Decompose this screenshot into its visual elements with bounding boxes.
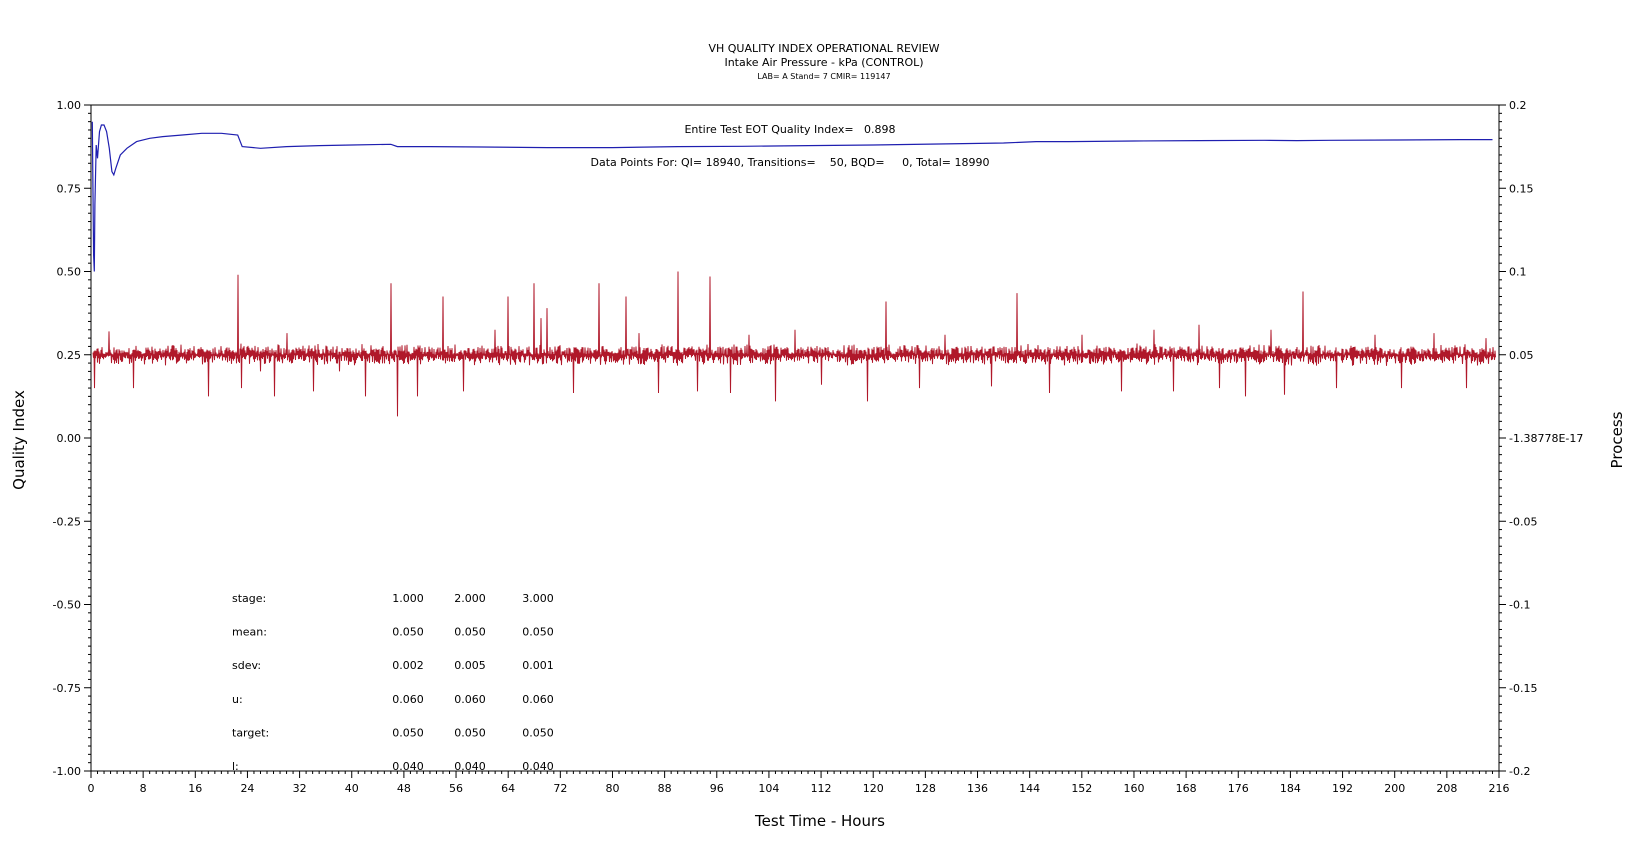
x-tick-label: 176 <box>1228 782 1249 795</box>
x-tick-label: 208 <box>1436 782 1457 795</box>
y-axis-left-label: Quality Index <box>10 390 28 490</box>
y-left-tick-label: -0.25 <box>53 515 81 528</box>
stats-value: 0.060 <box>522 693 554 706</box>
y-right-tick-label: 0.15 <box>1509 182 1534 195</box>
stats-label: sdev: <box>232 659 261 672</box>
y-left-tick-label: -0.50 <box>53 599 81 612</box>
x-tick-label: 200 <box>1384 782 1405 795</box>
x-tick-label: 160 <box>1123 782 1144 795</box>
x-tick-label: 80 <box>605 782 619 795</box>
stats-value: 0.050 <box>454 626 486 639</box>
x-tick-label: 16 <box>188 782 202 795</box>
stats-table: stage: 1.000 2.000 3.000 mean: 0.050 0.050 0.05… <box>232 592 554 773</box>
y-right-tick-label: 0.1 <box>1509 266 1527 279</box>
x-tick-label: 88 <box>658 782 672 795</box>
stats-label: u: <box>232 693 243 706</box>
x-tick-label: 168 <box>1176 782 1197 795</box>
x-tick-label: 112 <box>811 782 832 795</box>
y-right-tick-label: 0.05 <box>1509 349 1534 362</box>
x-axis: 0 8 16 24 32 40 48 56 64 72 80 88 96 104 112 120 128 136 1… <box>88 771 1510 795</box>
x-tick-label: 184 <box>1280 782 1301 795</box>
stats-value: 0.002 <box>392 659 424 672</box>
stats-label: stage: <box>232 592 266 605</box>
y-left-tick-label: -1.00 <box>53 765 81 778</box>
y-right-tick-label: -0.15 <box>1509 682 1537 695</box>
x-tick-label: 56 <box>449 782 463 795</box>
y-axis-right: 0.2 0.15 0.1 0.05 -1.38778E-17 -0.05 -0.1 -0.15… <box>1499 99 1583 778</box>
stats-value: 0.040 <box>522 760 554 773</box>
stats-value: 0.050 <box>522 626 554 639</box>
x-axis-label: Test Time - Hours <box>754 812 885 830</box>
y-left-tick-label: 1.00 <box>57 99 82 112</box>
y-right-tick-label: -0.05 <box>1509 515 1537 528</box>
stats-value: 0.005 <box>454 659 486 672</box>
x-tick-label: 216 <box>1489 782 1510 795</box>
series-quality-index-line <box>91 121 1493 272</box>
series-process-line <box>92 271 1496 417</box>
y-left-tick-label: 0.50 <box>57 266 82 279</box>
y-axis-left: 1.00 0.75 0.50 0.25 0.00 -0.25 -0.50 -0.75 -1.00 <box>53 99 91 778</box>
chart-subtitle: Intake Air Pressure - kPa (CONTROL) <box>724 56 923 69</box>
x-tick-label: 64 <box>501 782 515 795</box>
stats-value: 0.050 <box>454 726 486 739</box>
x-tick-label: 192 <box>1332 782 1353 795</box>
stats-value: 0.040 <box>454 760 486 773</box>
x-tick-label: 96 <box>710 782 724 795</box>
y-left-tick-label: 0.75 <box>57 182 82 195</box>
stats-value: 2.000 <box>454 592 486 605</box>
stats-value: 0.050 <box>522 726 554 739</box>
y-right-tick-label: -1.38778E-17 <box>1509 432 1583 445</box>
x-tick-label: 0 <box>88 782 95 795</box>
chart-subtitle-2: LAB= A Stand= 7 CMIR= 119147 <box>757 72 890 81</box>
y-right-tick-label: -0.2 <box>1509 765 1530 778</box>
x-tick-label: 8 <box>140 782 147 795</box>
annotation-data-points: Data Points For: QI= 18940, Transitions=… <box>591 156 990 169</box>
x-tick-label: 128 <box>915 782 936 795</box>
stats-label: mean: <box>232 626 267 639</box>
y-left-tick-label: 0.25 <box>57 349 82 362</box>
x-tick-label: 120 <box>863 782 884 795</box>
stats-label: l: <box>232 760 239 773</box>
y-left-tick-label: 0.00 <box>57 432 82 445</box>
y-left-tick-label: -0.75 <box>53 682 81 695</box>
y-right-tick-label: -0.1 <box>1509 599 1530 612</box>
series-layer <box>91 121 1496 417</box>
x-tick-label: 48 <box>397 782 411 795</box>
x-tick-label: 72 <box>553 782 567 795</box>
stats-value: 0.060 <box>392 693 424 706</box>
annotation-eot-quality-index: Entire Test EOT Quality Index= 0.898 <box>684 123 895 136</box>
stats-value: 0.001 <box>522 659 554 672</box>
plot-frame <box>90 104 1500 772</box>
stats-value: 3.000 <box>522 592 554 605</box>
y-axis-right-label: Process <box>1608 411 1626 468</box>
x-tick-label: 24 <box>240 782 254 795</box>
stats-value: 0.050 <box>392 626 424 639</box>
stats-label: target: <box>232 726 269 739</box>
x-tick-label: 136 <box>967 782 988 795</box>
x-tick-label: 152 <box>1071 782 1092 795</box>
stats-value: 0.060 <box>454 693 486 706</box>
stats-value: 0.050 <box>392 726 424 739</box>
stats-value: 0.040 <box>392 760 424 773</box>
x-tick-label: 40 <box>345 782 359 795</box>
x-tick-label: 104 <box>758 782 779 795</box>
stats-value: 1.000 <box>392 592 424 605</box>
x-tick-label: 32 <box>293 782 307 795</box>
chart-title: VH QUALITY INDEX OPERATIONAL REVIEW <box>708 42 939 55</box>
y-right-tick-label: 0.2 <box>1509 99 1527 112</box>
x-tick-label: 144 <box>1019 782 1040 795</box>
